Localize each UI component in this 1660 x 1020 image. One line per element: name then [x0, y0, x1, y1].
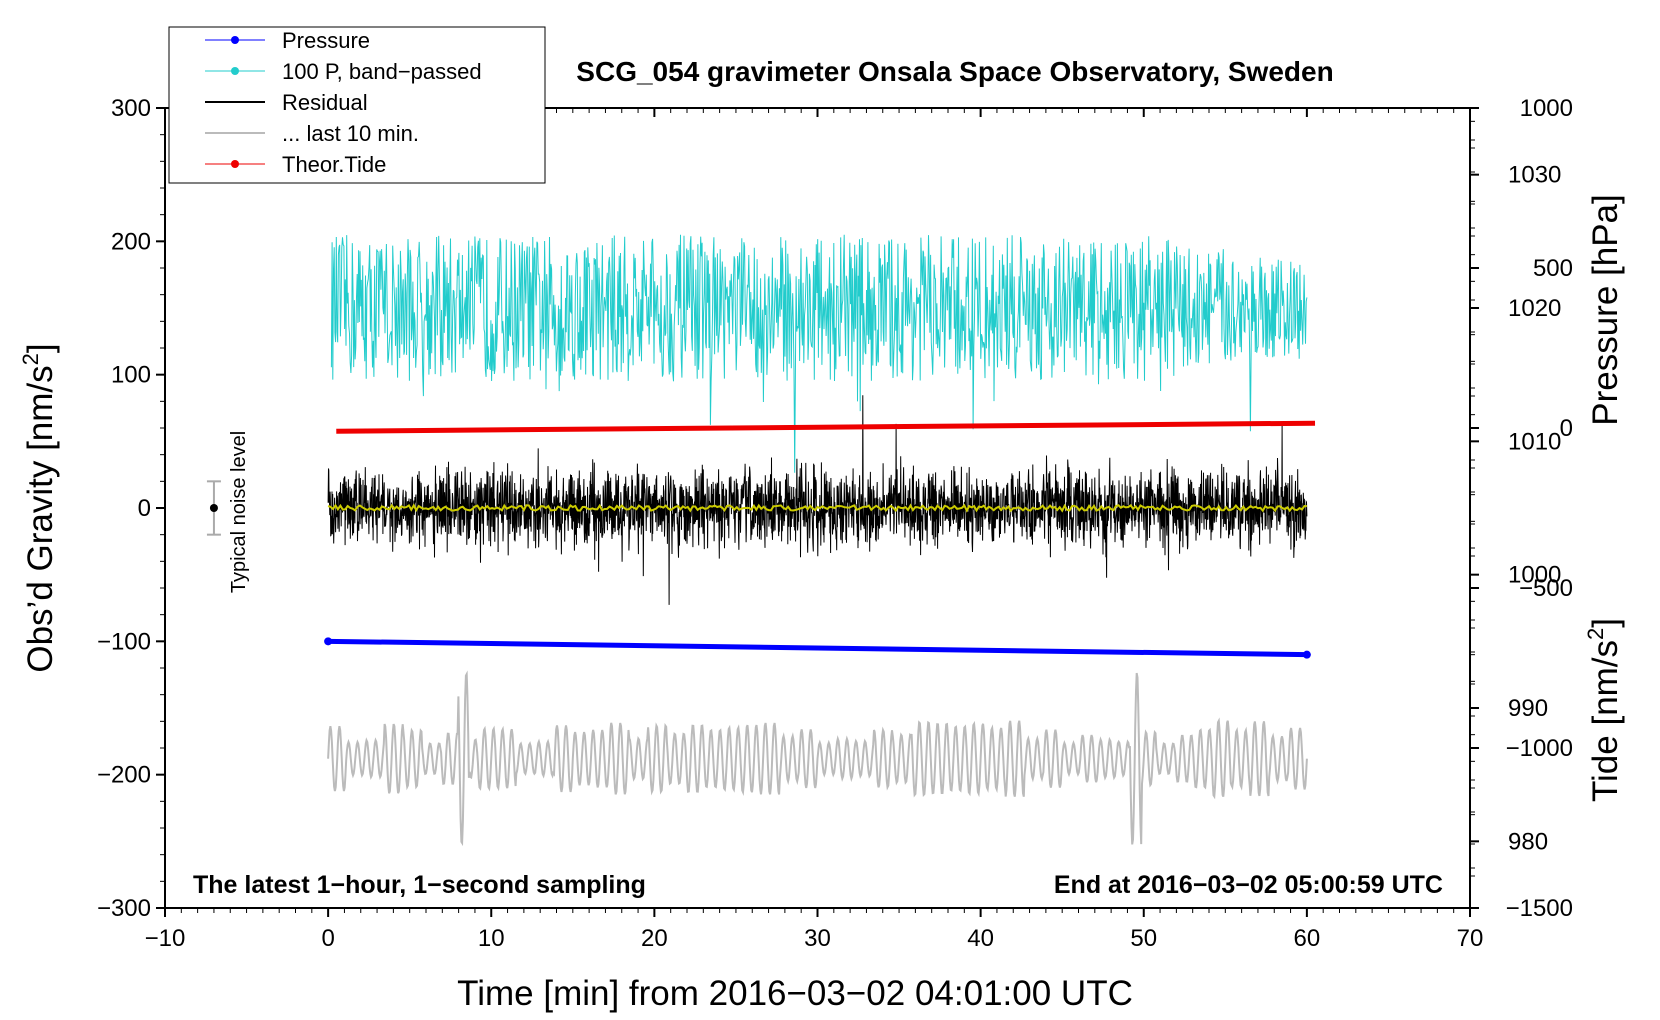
legend: Pressure 100 P, band−passed Residual ... la… — [168, 26, 546, 184]
legend-entries: Pressure 100 P, band−passed Residual ... la… — [205, 28, 482, 177]
x-tick-label: 40 — [967, 925, 994, 952]
series-residual — [327, 395, 1308, 605]
legend-swatch-marker — [231, 160, 239, 168]
y-axis-label-left-close: ] — [21, 343, 60, 353]
tide-tick-label: 1000 — [1520, 95, 1573, 122]
series-band-passed-pressure — [330, 234, 1308, 473]
annotation-sampling: The latest 1−hour, 1−second sampling — [193, 871, 646, 899]
legend-label: Pressure — [282, 28, 370, 53]
y-tick-label: 100 — [111, 362, 151, 389]
legend-label: Theor.Tide — [282, 152, 386, 177]
tide-tick-label: 0 — [1560, 415, 1573, 442]
tide-axis-label-sup: 2 — [1583, 628, 1608, 640]
series-pressure — [328, 638, 1307, 658]
legend-label: 100 P, band−passed — [282, 59, 482, 84]
ticks-layer: −10 0 10 20 30 40 50 60 703002001000−100−200−300… — [97, 95, 1573, 952]
tide-axis-label-close: ] — [1586, 618, 1625, 628]
legend-swatch-marker — [231, 36, 239, 44]
series-residual-smoothed — [327, 503, 1307, 513]
pressure-tick-label: 980 — [1508, 828, 1548, 855]
x-tick-label: 10 — [478, 925, 505, 952]
x-axis-label: Time [min] from 2016−03−02 04:01:00 UTC — [457, 974, 1133, 1013]
legend-label: Residual — [282, 90, 368, 115]
series-pressure-end-marker — [1302, 650, 1311, 659]
series-layer — [324, 234, 1316, 847]
y-tick-label: 300 — [111, 95, 151, 122]
tide-tick-label: −1500 — [1506, 895, 1573, 922]
x-tick-label: −10 — [145, 925, 186, 952]
y-tick-label: −100 — [97, 628, 151, 655]
legend-swatch-marker — [231, 67, 239, 75]
y-axis-label-left: Obs’d Gravity [nm/s2] — [18, 343, 60, 672]
series-theoretical-tide — [336, 420, 1316, 434]
noise-level-label: Typical noise level — [228, 431, 250, 593]
pressure-tick-label: 1000 — [1508, 562, 1561, 589]
series-pressure-start-marker — [324, 637, 333, 646]
y-tick-label: −200 — [97, 762, 151, 789]
tide-tick-label: −500 — [1519, 575, 1573, 602]
x-tick-label: 70 — [1457, 925, 1484, 952]
pressure-tick-label: 1010 — [1508, 428, 1561, 455]
y-axis-label-left-sup: 2 — [18, 353, 43, 365]
pressure-tick-label: 990 — [1508, 695, 1548, 722]
noise-center-dot — [209, 504, 218, 512]
legend-label: ... last 10 min. — [282, 121, 419, 146]
y-tick-label: 200 — [111, 228, 151, 255]
x-tick-label: 60 — [1294, 925, 1321, 952]
y-tick-label: 0 — [138, 495, 151, 522]
tide-axis-label: Tide [nm/s2] — [1583, 618, 1625, 802]
y-axis-label-left-text: Obs’d Gravity [nm/s — [21, 365, 60, 672]
pressure-tick-label: 1020 — [1508, 295, 1561, 322]
y-tick-label: −300 — [97, 895, 151, 922]
noise-level-indicator — [206, 480, 221, 536]
legend-box — [168, 26, 546, 184]
tide-axis-label-text: Tide [nm/s — [1586, 640, 1625, 802]
x-tick-label: 0 — [321, 925, 334, 952]
x-tick-label: 50 — [1130, 925, 1157, 952]
pressure-tick-label: 1030 — [1508, 162, 1561, 189]
x-tick-label: 20 — [641, 925, 668, 952]
tide-tick-label: 500 — [1533, 255, 1573, 282]
x-tick-label: 30 — [804, 925, 831, 952]
series-last-10-min — [327, 670, 1308, 847]
pressure-axis-label: Pressure [hPa] — [1586, 194, 1625, 426]
tide-tick-label: −1000 — [1506, 735, 1573, 762]
annotation-end-time: End at 2016−03−02 05:00:59 UTC — [1054, 871, 1443, 899]
chart-title: SCG_054 gravimeter Onsala Space Observat… — [576, 56, 1333, 87]
